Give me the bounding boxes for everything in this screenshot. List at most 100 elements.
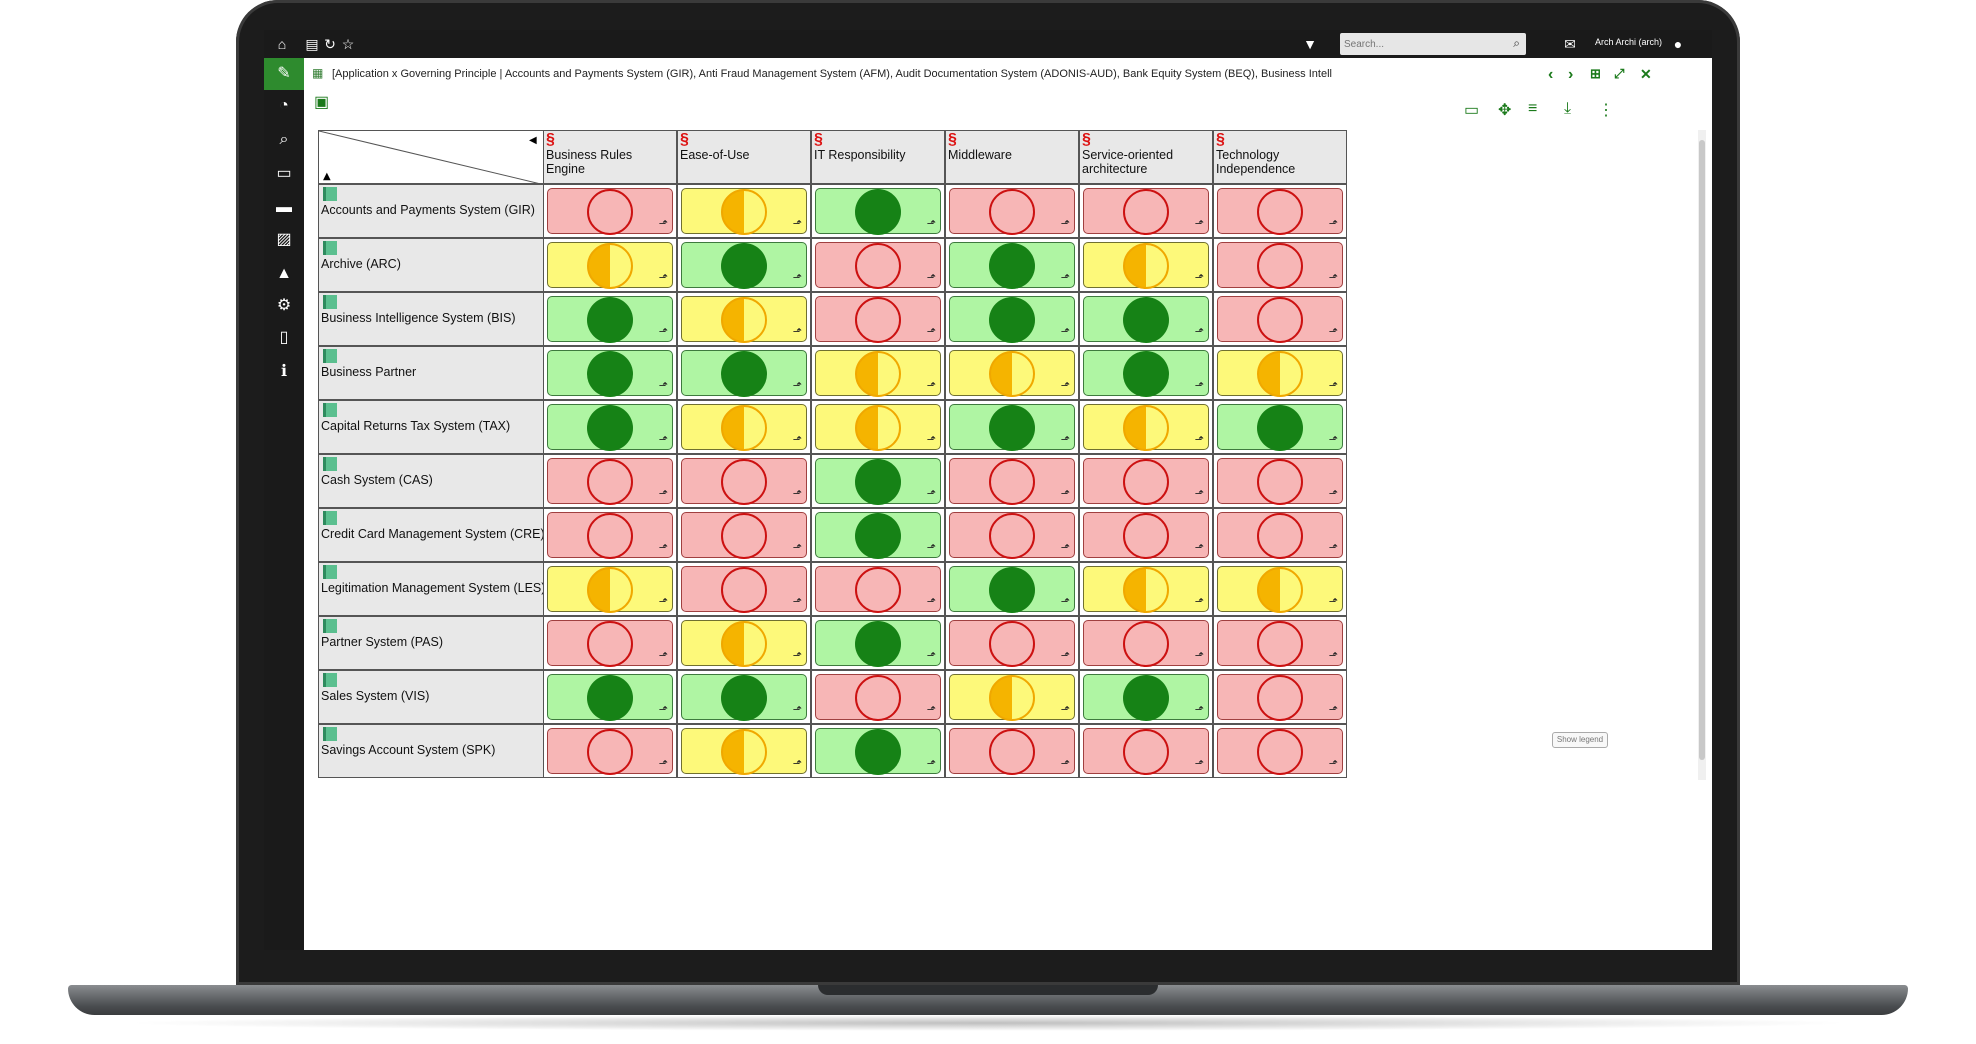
link-arrow-icon[interactable]: ⬏ (926, 758, 936, 770)
matrix-cell[interactable]: ⬏ (543, 670, 677, 724)
matrix-cell[interactable]: ⬏ (811, 508, 945, 562)
link-arrow-icon[interactable]: ⬏ (658, 218, 668, 230)
link-arrow-icon[interactable]: ⬏ (1060, 542, 1070, 554)
row-header[interactable]: Archive (ARC) (318, 238, 544, 292)
back-icon[interactable]: ‹ (1548, 66, 1554, 83)
link-arrow-icon[interactable]: ⬏ (658, 704, 668, 716)
briefcase-icon[interactable]: ▬ (276, 199, 292, 216)
matrix-cell[interactable]: ⬏ (811, 346, 945, 400)
link-arrow-icon[interactable]: ⬏ (792, 272, 802, 284)
link-arrow-icon[interactable]: ⬏ (1060, 434, 1070, 446)
link-arrow-icon[interactable]: ⬏ (1194, 542, 1204, 554)
expand-icon[interactable]: ⤢ (1614, 66, 1625, 81)
matrix-cell[interactable]: ⬏ (811, 400, 945, 454)
matrix-cell[interactable]: ⬏ (945, 346, 1079, 400)
matrix-cell[interactable]: ⬏ (811, 616, 945, 670)
column-header[interactable]: § Technology Independence (1213, 130, 1347, 184)
matrix-cell[interactable]: ⬏ (1213, 508, 1347, 562)
link-arrow-icon[interactable]: ⬏ (1328, 650, 1338, 662)
link-arrow-icon[interactable]: ⬏ (658, 596, 668, 608)
sliders-icon[interactable]: ≡ (1528, 100, 1538, 117)
move-icon[interactable]: ✥ (1498, 102, 1512, 119)
row-header[interactable]: Sales System (VIS) (318, 670, 544, 724)
link-arrow-icon[interactable]: ⬏ (792, 650, 802, 662)
matrix-cell[interactable]: ⬏ (1079, 616, 1213, 670)
hierarchy-icon[interactable]: ⊞ (1590, 66, 1601, 81)
link-arrow-icon[interactable]: ⬏ (1194, 272, 1204, 284)
matrix-cell[interactable]: ⬏ (543, 616, 677, 670)
matrix-cell[interactable]: ⬏ (945, 670, 1079, 724)
matrix-cell[interactable]: ⬏ (945, 454, 1079, 508)
download-icon[interactable]: ⤓ (1564, 100, 1572, 117)
link-arrow-icon[interactable]: ⬏ (1060, 488, 1070, 500)
matrix-cell[interactable]: ⬏ (543, 292, 677, 346)
info-icon[interactable]: ℹ (280, 363, 288, 380)
link-arrow-icon[interactable]: ⬏ (1194, 434, 1204, 446)
link-arrow-icon[interactable]: ⬏ (1194, 596, 1204, 608)
row-header[interactable]: Savings Account System (SPK) (318, 724, 544, 778)
matrix-cell[interactable]: ⬏ (543, 454, 677, 508)
link-arrow-icon[interactable]: ⬏ (658, 542, 668, 554)
link-arrow-icon[interactable]: ⬏ (1328, 758, 1338, 770)
row-header[interactable]: Business Partner (318, 346, 544, 400)
matrix-cell[interactable]: ⬏ (945, 238, 1079, 292)
matrix-cell[interactable]: ⬏ (1213, 562, 1347, 616)
link-arrow-icon[interactable]: ⬏ (1194, 704, 1204, 716)
row-header[interactable]: Partner System (PAS) (318, 616, 544, 670)
row-header[interactable]: Business Intelligence System (BIS) (318, 292, 544, 346)
matrix-cell[interactable]: ⬏ (1079, 184, 1213, 238)
page-icon[interactable]: ▯ (279, 329, 289, 346)
matrix-cell[interactable]: ⬏ (945, 292, 1079, 346)
link-arrow-icon[interactable]: ⬏ (792, 380, 802, 392)
monitor-icon[interactable]: ▭ (1464, 102, 1480, 119)
matrix-cell[interactable]: ⬏ (1079, 670, 1213, 724)
matrix-cell[interactable]: ⬏ (945, 400, 1079, 454)
matrix-cell[interactable]: ⬏ (811, 184, 945, 238)
link-arrow-icon[interactable]: ⬏ (926, 326, 936, 338)
matrix-cell[interactable]: ⬏ (677, 184, 811, 238)
vertical-scrollbar[interactable] (1698, 130, 1706, 780)
link-arrow-icon[interactable]: ⬏ (1328, 218, 1338, 230)
card-icon[interactable]: ▭ (276, 165, 292, 182)
matrix-cell[interactable]: ⬏ (811, 292, 945, 346)
matrix-cell[interactable]: ⬏ (1213, 724, 1347, 778)
link-arrow-icon[interactable]: ⬏ (1060, 596, 1070, 608)
link-arrow-icon[interactable]: ⬏ (1328, 434, 1338, 446)
matrix-cell[interactable]: ⬏ (677, 292, 811, 346)
matrix-cell[interactable]: ⬏ (1079, 400, 1213, 454)
matrix-cell[interactable]: ⬏ (677, 562, 811, 616)
matrix-cell[interactable]: ⬏ (677, 670, 811, 724)
matrix-cell[interactable]: ⬏ (1213, 670, 1347, 724)
matrix-cell[interactable]: ⬏ (1213, 346, 1347, 400)
link-arrow-icon[interactable]: ⬏ (1060, 758, 1070, 770)
matrix-cell[interactable]: ⬏ (543, 508, 677, 562)
row-header[interactable]: Capital Returns Tax System (TAX) (318, 400, 544, 454)
matrix-cell[interactable]: ⬏ (1213, 238, 1347, 292)
link-arrow-icon[interactable]: ⬏ (792, 596, 802, 608)
matrix-cell[interactable]: ⬏ (945, 508, 1079, 562)
save-icon[interactable]: ▣ (314, 94, 330, 111)
matrix-cell[interactable]: ⬏ (1213, 184, 1347, 238)
document-icon[interactable]: ▤ (305, 36, 319, 52)
link-arrow-icon[interactable]: ⬏ (926, 434, 936, 446)
matrix-cell[interactable]: ⬏ (945, 724, 1079, 778)
matrix-cell[interactable]: ⬏ (811, 562, 945, 616)
link-arrow-icon[interactable]: ⬏ (926, 596, 936, 608)
link-arrow-icon[interactable]: ⬏ (1060, 380, 1070, 392)
link-arrow-icon[interactable]: ⬏ (926, 704, 936, 716)
column-header[interactable]: § IT Responsibility (811, 130, 945, 184)
row-header[interactable]: Credit Card Management System (CRE) (318, 508, 545, 562)
matrix-cell[interactable]: ⬏ (1213, 292, 1347, 346)
link-arrow-icon[interactable]: ⬏ (1328, 380, 1338, 392)
search-input[interactable] (1340, 33, 1496, 55)
refresh-icon[interactable]: ↻ (324, 36, 336, 52)
search-sidebar-icon[interactable]: ⌕ (279, 131, 289, 148)
link-arrow-icon[interactable]: ⬏ (1194, 650, 1204, 662)
search-icon[interactable]: ⌕ (1513, 36, 1520, 50)
link-arrow-icon[interactable]: ⬏ (792, 704, 802, 716)
matrix-cell[interactable]: ⬏ (543, 562, 677, 616)
link-arrow-icon[interactable]: ⬏ (1328, 488, 1338, 500)
link-arrow-icon[interactable]: ⬏ (1328, 272, 1338, 284)
link-arrow-icon[interactable]: ⬏ (1060, 272, 1070, 284)
pie-chart-icon[interactable]: ◔ (279, 97, 289, 114)
